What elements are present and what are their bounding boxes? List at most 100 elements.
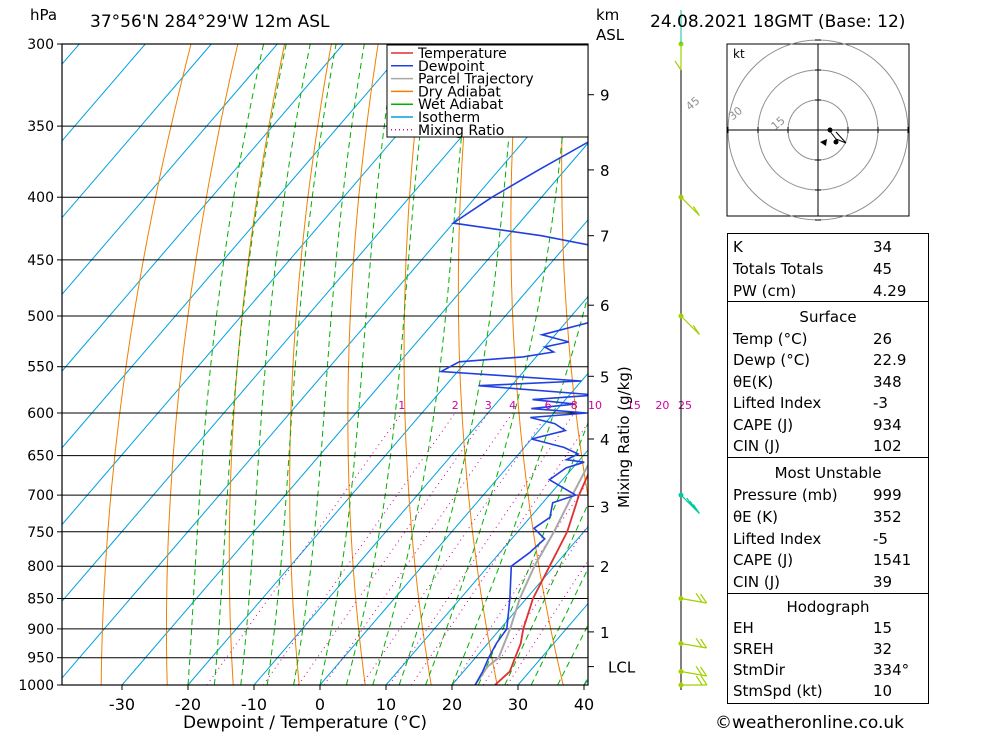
- mixing-ratio-label: 2: [452, 399, 459, 412]
- panel-title: Surface: [799, 308, 857, 326]
- stat-key: CIN (J): [733, 573, 781, 591]
- stat-value: -5: [873, 530, 888, 548]
- legend-label: Parcel Trajectory: [418, 72, 534, 88]
- isotherm-line: [121, 142, 588, 685]
- wet-adiabat-line: [425, 44, 572, 685]
- pressure-label: 300: [27, 37, 54, 53]
- height-label: 4: [600, 431, 610, 449]
- mixing-ratio-label: 1: [398, 399, 405, 412]
- stat-key: PW (cm): [733, 282, 797, 300]
- mixing-ratio-line: [262, 412, 456, 685]
- hodo-title-row: Hodograph: [728, 596, 928, 617]
- stat-row: Lifted Index -5: [728, 528, 928, 549]
- mixing-ratio-label: 25: [678, 399, 692, 412]
- stat-value: 34: [873, 238, 893, 256]
- mixing-ratio-label: 15: [627, 399, 641, 412]
- stat-value: 934: [873, 416, 902, 434]
- wind-barb-flag: [700, 593, 708, 604]
- wind-barb-shaft: [680, 597, 707, 604]
- stat-value: 1541: [873, 551, 912, 569]
- pressure-label: 750: [27, 525, 54, 541]
- wet-adiabat-line: [372, 44, 472, 685]
- mixing-ratio-label: 20: [655, 399, 669, 412]
- dry-adiabat-line: [347, 44, 379, 685]
- lcl-label: LCL: [608, 659, 636, 677]
- stat-key: StmDir: [733, 661, 785, 679]
- isotherm-line: [62, 44, 476, 526]
- series-lines: [438, 141, 588, 685]
- stat-row: θE (K) 352: [728, 506, 928, 527]
- stat-key: Totals Totals: [733, 260, 824, 278]
- plot-frame: [61, 43, 589, 686]
- surface-title-row: Surface: [728, 306, 928, 327]
- x-tick-label: 40: [574, 695, 594, 714]
- mixing-ratio-line: [297, 412, 489, 685]
- wet-adiabat-line: [213, 44, 287, 685]
- isotherm-line: [62, 44, 212, 219]
- pressure-label: 900: [27, 622, 54, 638]
- hodograph-unit-label: kt: [733, 47, 745, 61]
- stat-key: Pressure (mb): [733, 486, 838, 504]
- stat-value: 102: [873, 437, 902, 455]
- wind-barb-shaft: [680, 196, 700, 216]
- stat-key: CAPE (J): [733, 416, 794, 434]
- x-tick-label: 10: [376, 695, 396, 714]
- stat-row: CIN (J) 102: [728, 435, 928, 456]
- wet-adiabat-line: [345, 44, 432, 685]
- stat-row: Pressure (mb) 999: [728, 484, 928, 505]
- stat-key: Temp (°C): [733, 330, 808, 348]
- wet-adiabat-line: [293, 44, 365, 685]
- dry-adiabat-line: [289, 44, 332, 685]
- isotherm-line: [319, 372, 588, 685]
- pressure-label: 950: [27, 651, 54, 667]
- pressure-label: 350: [27, 119, 54, 135]
- height-label: 9: [600, 87, 610, 105]
- height-axis: 9 8 7 6 5 4 3 2 1 LCL: [588, 87, 636, 677]
- mixing-ratio-labels: 1 2 3 4 6 8 10 15 20 25: [398, 399, 692, 412]
- mixing-ratio-label: 10: [588, 399, 602, 412]
- stat-value: 999: [873, 486, 902, 504]
- stat-key: CIN (J): [733, 437, 781, 455]
- stat-value: 39: [873, 573, 893, 591]
- isotherm-line: [187, 219, 588, 685]
- x-tick-label: 30: [508, 695, 528, 714]
- mixing-ratio-line: [206, 412, 403, 685]
- mixing-ratio-axis-title: Mixing Ratio (g/kg): [615, 366, 633, 508]
- dry-adiabat-line: [403, 44, 432, 685]
- wet-adiabat-line: [266, 44, 337, 685]
- pressure-label: 700: [27, 488, 54, 504]
- wind-barb-flag: [674, 60, 682, 71]
- legend-label: Wet Adiabat: [418, 97, 504, 113]
- pressure-label: 850: [27, 592, 54, 608]
- hodograph-point: [833, 139, 839, 145]
- asl-unit-label: ASL: [596, 26, 625, 44]
- stat-row: CAPE (J) 1541: [728, 549, 928, 570]
- hodograph-point: [827, 127, 833, 133]
- stat-key: θE (K): [733, 508, 778, 526]
- wind-barb-flag: [692, 504, 700, 514]
- wind-barb-shaft: [680, 315, 700, 335]
- hodograph-stats-panel: Hodograph EH 15 SREH 32 StmDir 334° StmSpd …: [727, 593, 929, 704]
- storm-motion-arrow: [820, 139, 827, 146]
- stat-value: 26: [873, 330, 893, 348]
- wind-barb-flag: [692, 325, 700, 335]
- x-tick-label: -20: [175, 695, 201, 714]
- stat-key: θE(K): [733, 373, 774, 391]
- stat-value: 10: [873, 682, 893, 700]
- stat-value: 352: [873, 508, 902, 526]
- isotherm-line: [62, 44, 344, 372]
- isotherm-line: [62, 65, 588, 679]
- panel-title: Hodograph: [786, 598, 870, 616]
- mixing-ratio-line: [410, 422, 588, 685]
- stat-row: StmDir 334°: [728, 659, 928, 680]
- wind-barb-flag: [700, 638, 708, 649]
- stat-value: 22.9: [873, 351, 907, 369]
- wind-profile: [674, 10, 708, 690]
- wet-adiabat-line: [240, 44, 311, 685]
- stat-value: 15: [873, 619, 893, 637]
- wind-barb-flag: [695, 637, 703, 648]
- wet-adiabat-line: [504, 502, 588, 685]
- isotherm-line: [385, 449, 588, 685]
